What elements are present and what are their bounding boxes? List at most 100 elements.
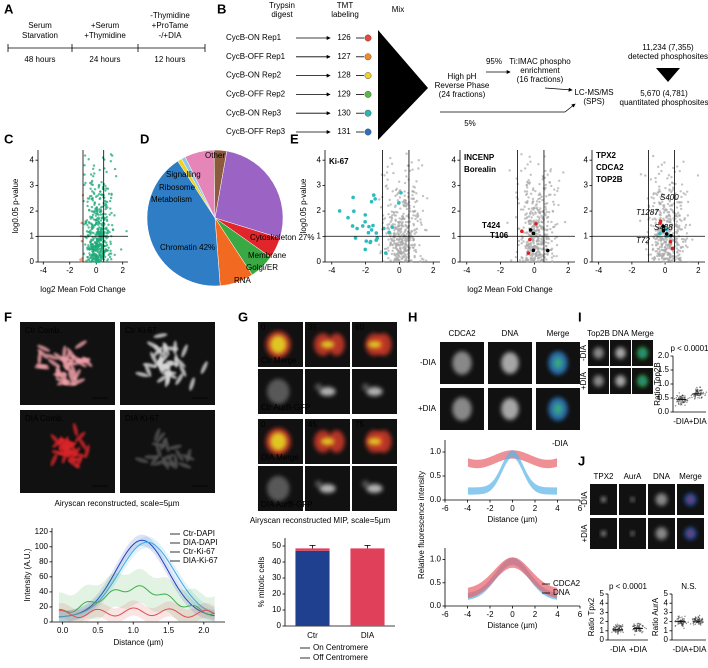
cell-point [704,394,706,397]
panel-letter: A [4,1,14,16]
volcano-point [86,246,89,249]
volcano-point [676,211,680,215]
highlight-point [668,239,673,244]
volcano-point [550,184,553,188]
cell-point [686,401,688,403]
volcano-point [391,243,394,246]
cell-point [617,631,619,633]
tag-dot [364,72,372,80]
volcano-point [395,242,398,245]
cell-point [697,397,699,399]
volcano-point [657,165,660,169]
volcano-point [676,254,680,257]
volcano-point [668,259,671,263]
chromosome [160,437,168,451]
volcano-point [395,255,398,259]
chromosome [178,462,192,469]
volcano-point [404,220,408,224]
x-tick-label: -4 [464,504,472,513]
volcano-point [119,248,123,251]
x-tick-label: -2 [497,266,505,275]
volcano-point [508,169,511,172]
channel-label: Merge [679,472,702,481]
volcano-point [675,165,679,168]
volcano-point [420,223,423,226]
x-tick-label: +DIA [688,645,707,654]
volcano-point [396,211,399,214]
volcano-point [540,248,544,251]
volcano-point [105,170,108,174]
chromosome [179,363,187,377]
volcano-point [543,228,547,231]
highlight-point [520,229,524,234]
cell-point [691,396,693,399]
volcano-point [657,252,661,255]
volcano-point [392,171,395,175]
volcano-point [99,230,102,234]
highlight-point [382,226,386,231]
volcano-point [531,224,535,228]
site-label: T106 [490,231,509,240]
volcano-point [89,215,92,219]
volcano-point [386,187,389,190]
volcano-point [388,198,391,202]
volcano-point [96,194,99,198]
cell-point [696,386,698,389]
y-tick-label: 0.5 [430,471,442,480]
volcano-point [659,202,662,206]
volcano-point [527,233,530,236]
legend-label: On Centromere [313,643,369,652]
volcano-point [517,243,520,247]
micrograph-signal [320,437,335,446]
chromosome [162,461,177,466]
cell-point [679,621,682,624]
x-tick-label: 2.0 [198,626,210,635]
volcano-point [557,179,561,183]
volcano-point [99,260,102,263]
volcano-point [409,260,412,263]
volcano-point [411,193,414,197]
volcano-point [414,217,417,221]
slice-label: Membrane [248,251,287,260]
volcano-point [392,232,395,235]
volcano-point [390,239,394,242]
volcano-point [531,197,535,201]
volcano-point [649,178,653,181]
step-label: -/+DIA [159,31,183,40]
volcano-point [667,211,671,214]
volcano-point [548,181,552,184]
cell-point [636,630,638,632]
x-tick-label: +DIA [629,645,648,654]
volcano-point [84,221,88,225]
cell-point [636,623,638,625]
panel-letter: I [578,309,582,324]
volcano-point [674,255,678,258]
cell-point [679,404,682,406]
volcano-point [556,187,560,190]
volcano-point [395,247,399,251]
tmt-tag: 127 [337,52,351,61]
cell-point [684,404,686,406]
cell-point [639,628,641,631]
volcano-point [506,221,509,225]
volcano-point [660,248,663,251]
volcano-point [389,203,392,206]
volcano-point [405,207,409,211]
error-band [58,534,215,622]
cell-point [694,623,697,625]
cell-point [681,618,684,621]
volcano-point [399,243,403,246]
volcano-point [529,160,532,163]
legend-label: Ctr-Ki-67 [183,547,216,556]
highlight-point [371,223,375,228]
volcano-point [651,154,655,158]
highlight-point [367,224,371,229]
profile-line [58,539,215,618]
volcano-point [113,167,117,171]
step-label: High pH [448,72,477,81]
tmt-tag: 126 [337,33,351,42]
volcano-point [660,243,663,247]
chromosome [134,457,149,463]
volcano-point [91,183,94,187]
